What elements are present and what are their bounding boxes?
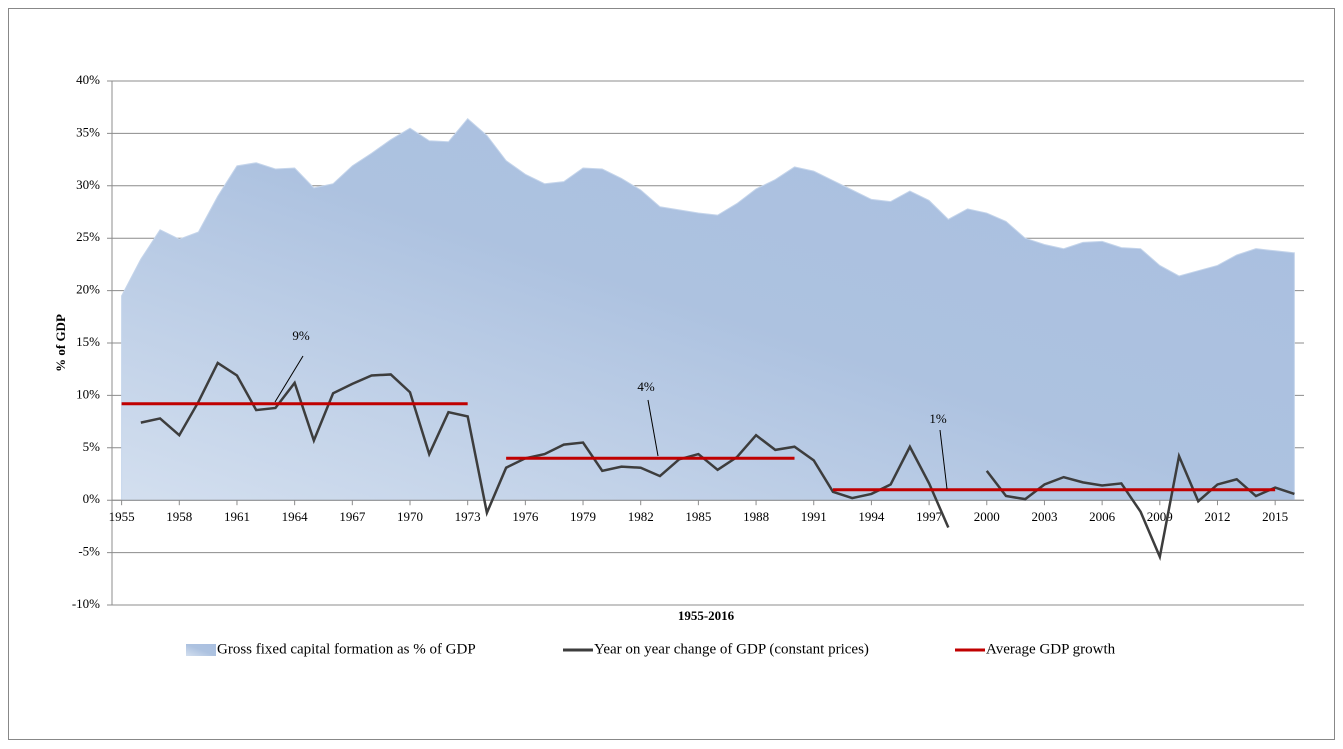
x-axis-title: 1955-2016: [678, 608, 735, 623]
annotation: 1%: [929, 411, 947, 426]
y-tick-label: 25%: [76, 229, 100, 244]
x-tick-label: 2006: [1089, 509, 1116, 524]
x-tick-label: 1973: [455, 509, 481, 524]
y-tick-label: 35%: [76, 124, 100, 139]
x-tick-label: 1991: [801, 509, 827, 524]
x-tick-label: 2012: [1204, 509, 1230, 524]
x-tick-label: 1997: [916, 509, 943, 524]
x-tick-label: 1958: [166, 509, 192, 524]
x-tick-label: 1979: [570, 509, 596, 524]
annotation: 9%: [292, 328, 310, 343]
y-axis-title: % of GDP: [53, 314, 68, 372]
y-tick-label: -5%: [78, 544, 100, 559]
legend-label: Year on year change of GDP (constant pri…: [594, 641, 869, 657]
x-tick-label: 1988: [743, 509, 769, 524]
x-tick-label: 1976: [512, 509, 539, 524]
x-tick-label: 1967: [339, 509, 366, 524]
x-tick-label: 1994: [858, 509, 885, 524]
x-tick-label: 2000: [974, 509, 1000, 524]
y-tick-label: 15%: [76, 334, 100, 349]
y-tick-label: 30%: [76, 177, 100, 192]
y-tick-label: 40%: [76, 72, 100, 87]
x-tick-label: 1964: [282, 509, 309, 524]
annotation-leader: [939, 429, 948, 490]
y-tick-label: 5%: [83, 439, 101, 454]
y-tick-label: 10%: [76, 386, 100, 401]
legend-swatch: [186, 644, 216, 656]
line: [121, 402, 1276, 492]
y-tick-label: -10%: [72, 596, 100, 611]
x-tick-label: 2015: [1262, 509, 1288, 524]
annotation-leader: [647, 399, 659, 457]
x-tick-label: 1970: [397, 509, 423, 524]
y-tick-label: 0%: [83, 491, 101, 506]
x-tick-label: 1961: [224, 509, 250, 524]
x-tick-label: 1982: [628, 509, 654, 524]
y-tick-label: 20%: [76, 282, 100, 297]
legend-label: Average GDP growth: [986, 641, 1116, 657]
x-tick-label: 2003: [1031, 509, 1057, 524]
x-tick-label: 1985: [685, 509, 711, 524]
annotation-leader: [274, 355, 304, 403]
x-tick-label: 1955: [109, 509, 135, 524]
annotation: 4%: [637, 379, 655, 394]
legend-label: Gross fixed capital formation as % of GD…: [217, 641, 476, 657]
